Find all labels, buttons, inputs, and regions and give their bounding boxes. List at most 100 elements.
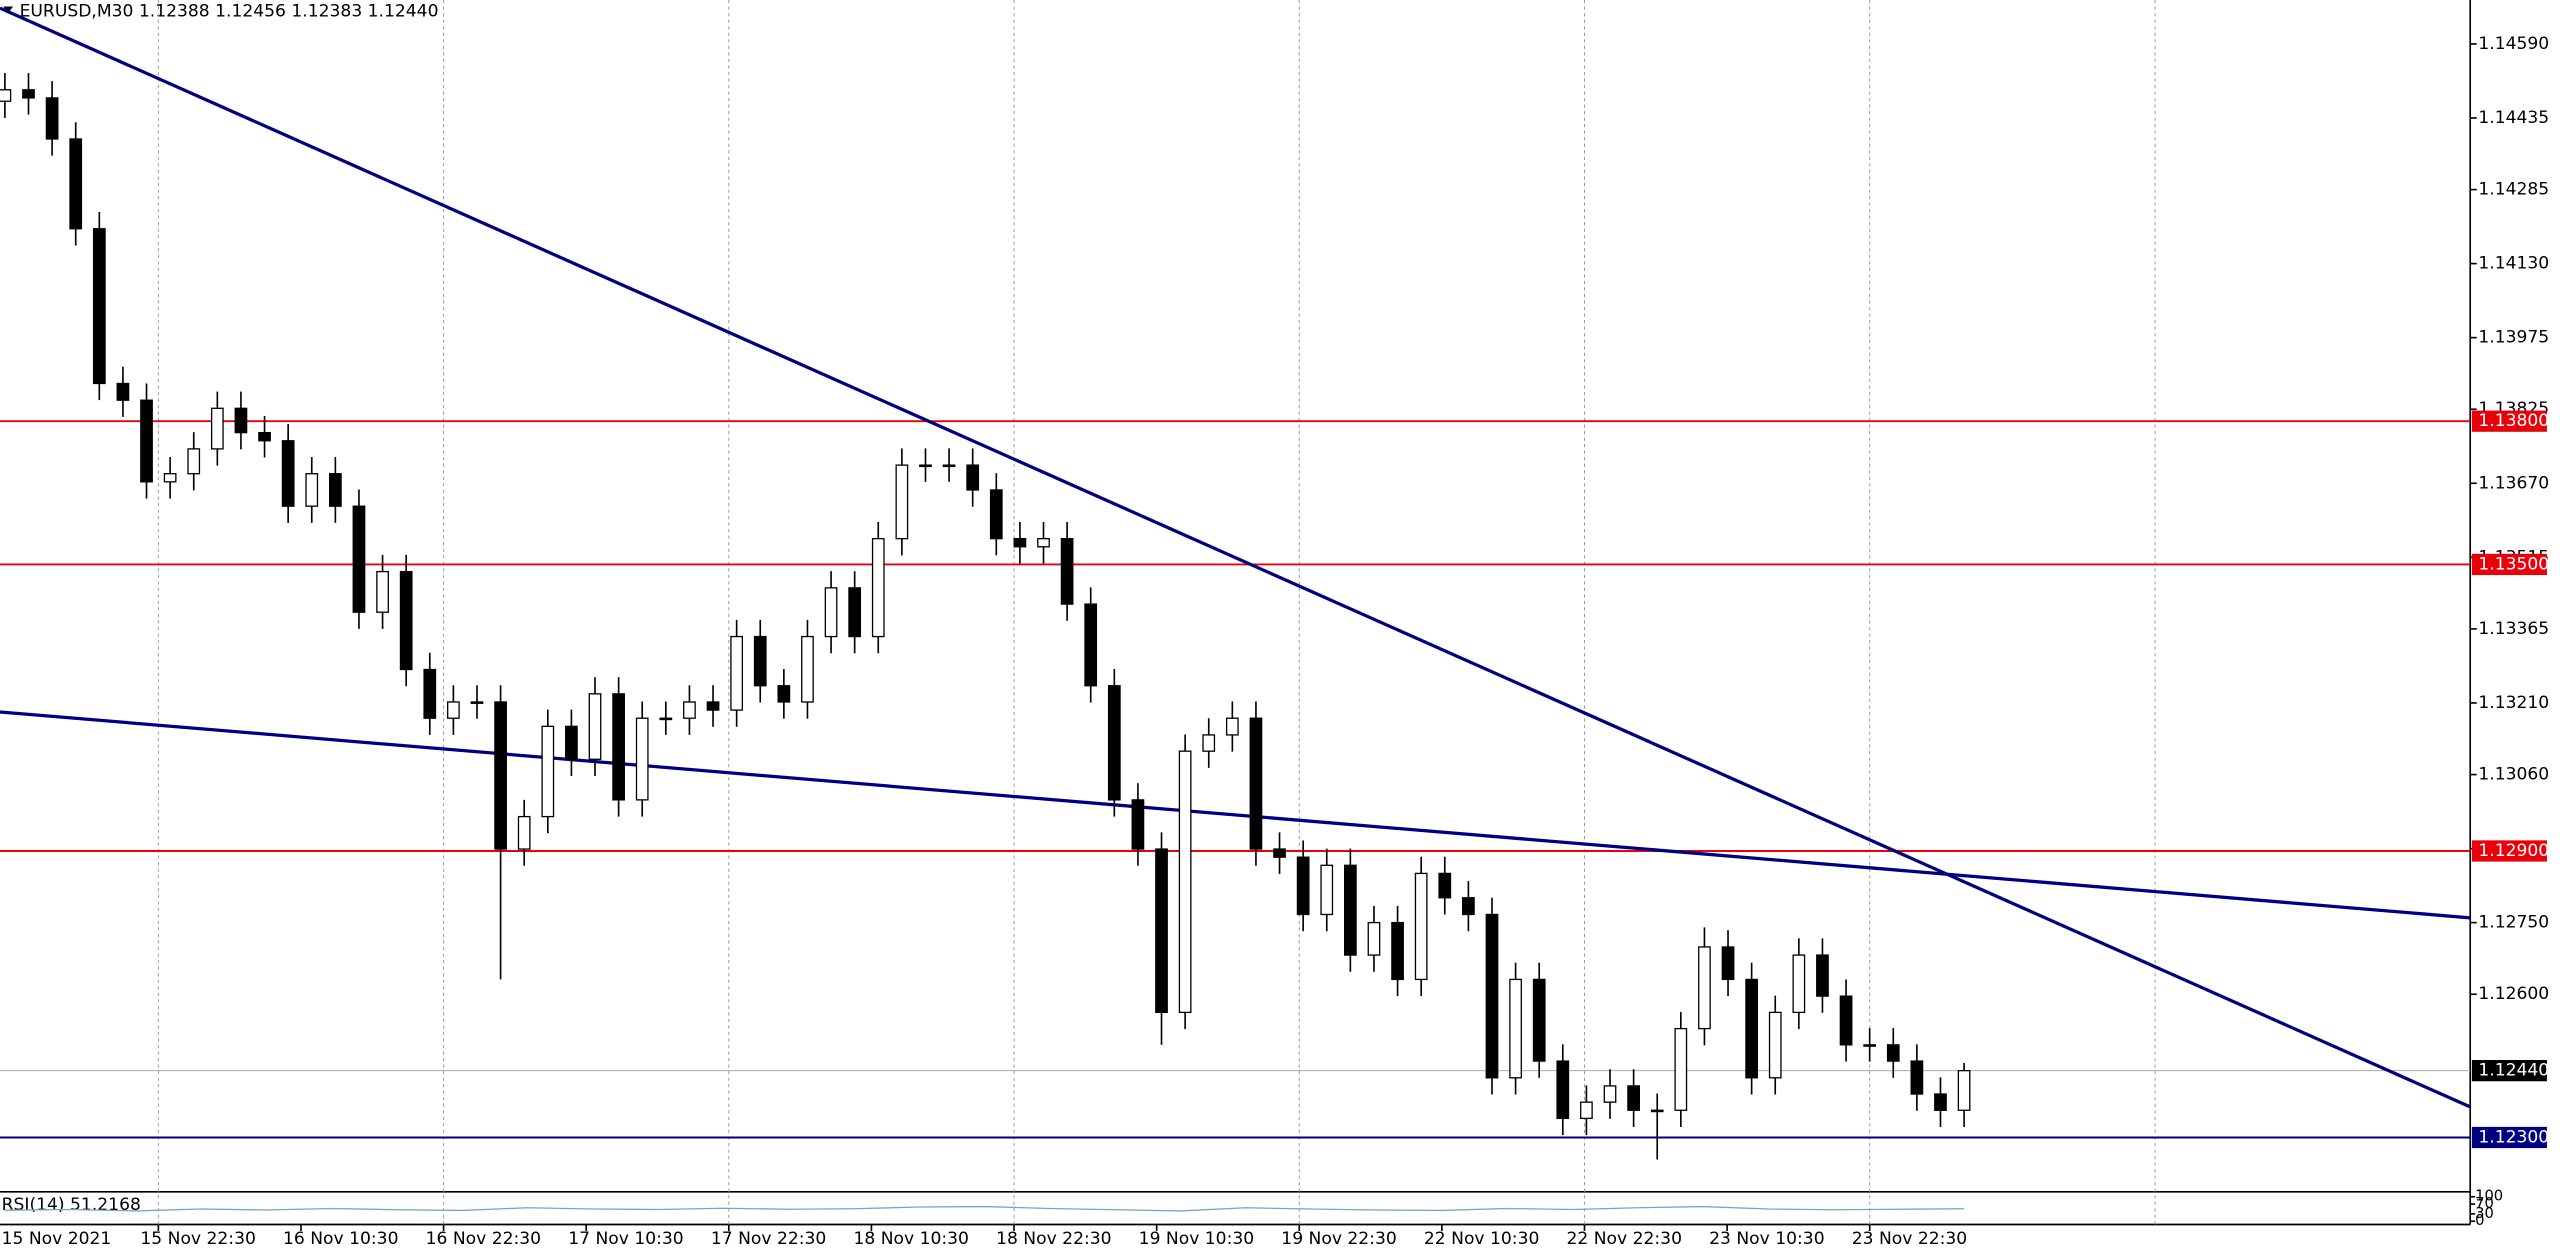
candle-body — [989, 489, 1003, 540]
candle-body — [258, 431, 271, 442]
x-tick-label: 17 Nov 22:30 — [711, 1229, 826, 1249]
candle-body — [1155, 848, 1168, 1014]
candle-body — [399, 570, 413, 671]
trendline — [0, 710, 2471, 920]
x-tick-label: 23 Nov 22:30 — [1852, 1229, 1967, 1249]
candle-body — [824, 587, 838, 638]
candle-body — [1863, 1044, 1877, 1047]
candle-body — [116, 382, 130, 401]
candle-body — [0, 89, 12, 102]
candle-body — [1367, 921, 1381, 956]
x-tick-label: 16 Nov 22:30 — [426, 1229, 541, 1249]
rsi-line — [4, 1205, 1965, 1212]
candle-body — [1698, 946, 1711, 1030]
x-tick-label: 19 Nov 10:30 — [1139, 1229, 1254, 1249]
candle-body — [210, 407, 224, 450]
candle-body — [1768, 1011, 1782, 1079]
level-label: 1.13800 — [2478, 411, 2549, 431]
candle-body — [1792, 954, 1806, 1014]
y-tick-label: 1.14590 — [2478, 34, 2549, 54]
candle-body — [1107, 685, 1121, 801]
candle-body — [541, 725, 555, 818]
x-tick-label: 16 Nov 10:30 — [283, 1229, 398, 1249]
rsi-tick-label: 0 — [2475, 1212, 2484, 1229]
candle-body — [1910, 1060, 1924, 1095]
candle-body — [1225, 717, 1239, 736]
candle-body — [281, 440, 295, 507]
candle-body — [187, 448, 201, 475]
candle-body — [612, 693, 625, 801]
menu-arrow — [3, 6, 14, 14]
x-tick-label: 22 Nov 22:30 — [1567, 1229, 1682, 1249]
level-label: 1.12300 — [2478, 1127, 2549, 1147]
candle-body — [517, 815, 531, 850]
candle-body — [1627, 1085, 1640, 1111]
rsi-tick-label: 70 — [2475, 1195, 2494, 1212]
candle-body — [234, 407, 248, 434]
candle-body — [470, 701, 484, 704]
candle-body — [494, 701, 507, 850]
candle-body — [1178, 750, 1192, 1014]
candle-body — [1816, 954, 1829, 997]
x-tick-label: 15 Nov 22:30 — [140, 1229, 255, 1249]
y-tick-label: 1.14130 — [2478, 254, 2549, 274]
candle-body — [942, 464, 956, 468]
candle-body — [1745, 978, 1759, 1079]
candle-body — [1060, 538, 1074, 605]
level-label-box — [2471, 553, 2547, 576]
candle-body — [801, 635, 814, 703]
candle-body — [1603, 1085, 1617, 1103]
candle-body — [565, 725, 578, 760]
candle-body — [683, 701, 696, 719]
candle-body — [376, 570, 389, 613]
candle-body — [1296, 856, 1310, 916]
candle-body — [1414, 872, 1428, 981]
candle-body — [1084, 603, 1098, 687]
y-tick-label: 1.13975 — [2478, 328, 2549, 348]
x-tick-label: 23 Nov 10:30 — [1709, 1229, 1824, 1249]
y-tick-label: 1.14285 — [2478, 180, 2549, 200]
x-tick-label: 17 Nov 10:30 — [568, 1229, 683, 1249]
candle-body — [447, 701, 460, 719]
candle-body — [1320, 864, 1334, 916]
level-label: 1.13500 — [2478, 554, 2549, 574]
rsi-label: RSI(14) 51.2168 — [2, 1195, 141, 1215]
candle-body — [1556, 1060, 1570, 1120]
candle-body — [69, 138, 83, 230]
y-tick-label: 1.14435 — [2478, 108, 2549, 128]
rsi-tick-label: 100 — [2475, 1188, 2503, 1205]
level-label-box — [2471, 410, 2547, 432]
candle-body — [895, 464, 909, 540]
candle-body — [92, 228, 106, 385]
candle-body — [1391, 921, 1404, 981]
y-tick-label: 1.13365 — [2478, 619, 2549, 639]
x-tick-label: 15 Nov 2021 — [2, 1229, 112, 1249]
x-tick-label: 18 Nov 22:30 — [996, 1229, 1111, 1249]
x-tick-label: 19 Nov 22:30 — [1281, 1229, 1396, 1249]
candle-body — [1509, 978, 1522, 1079]
y-tick-label: 1.12750 — [2478, 913, 2549, 933]
candle-body — [1957, 1069, 1971, 1111]
candle-body — [1438, 872, 1452, 899]
candle-body — [163, 473, 177, 483]
candle-body — [635, 717, 649, 801]
x-tick-label: 18 Nov 10:30 — [853, 1229, 968, 1249]
candle-body — [1202, 734, 1216, 752]
trendline — [0, 6, 2471, 1109]
candle-body — [1886, 1044, 1900, 1062]
level-label-box — [2471, 1060, 2547, 1082]
candle-body — [423, 668, 437, 719]
y-tick-label: 1.13210 — [2478, 693, 2549, 713]
level-label-box — [2471, 1126, 2547, 1149]
y-tick-label: 1.12600 — [2478, 984, 2549, 1004]
candle-body — [1721, 946, 1735, 981]
candle-body — [1839, 995, 1853, 1046]
candle-body — [1273, 848, 1286, 858]
level-label: 1.12900 — [2478, 841, 2549, 861]
candle-body — [706, 701, 720, 711]
candle-body — [328, 473, 342, 507]
candle-body — [1013, 538, 1027, 548]
candle-body — [871, 538, 885, 638]
